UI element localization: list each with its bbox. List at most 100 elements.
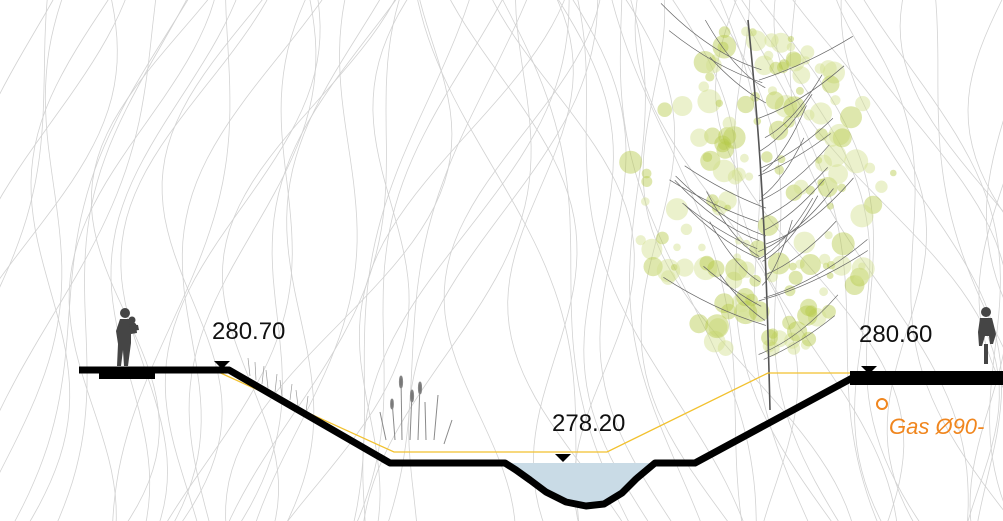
tree-branch xyxy=(759,144,830,202)
foliage xyxy=(783,96,806,118)
foliage xyxy=(817,178,825,186)
foliage xyxy=(786,42,796,52)
foliage xyxy=(734,300,758,325)
foliage xyxy=(785,51,802,67)
foliage xyxy=(831,255,852,276)
foliage xyxy=(680,223,693,235)
foliage xyxy=(675,258,694,277)
foliage xyxy=(787,35,795,43)
contour-line xyxy=(492,0,635,521)
foliage xyxy=(748,28,757,37)
foliage xyxy=(706,57,722,74)
foliage xyxy=(783,116,795,128)
foliage xyxy=(732,292,752,313)
tree-branch xyxy=(674,179,760,241)
gas-pipe-label: Gas Ø90- xyxy=(889,414,985,439)
foliage xyxy=(660,270,676,285)
contour-line xyxy=(733,0,878,521)
foliage xyxy=(698,81,710,92)
tree-branch xyxy=(703,266,762,307)
tree-branch xyxy=(760,137,805,198)
foliage xyxy=(697,89,722,114)
contour-line xyxy=(161,0,263,521)
contour-line xyxy=(715,0,905,521)
contour-line xyxy=(611,0,743,521)
foliage xyxy=(672,96,693,116)
excavation-line xyxy=(213,369,852,453)
contour-line xyxy=(188,0,317,521)
foliage xyxy=(793,231,816,254)
foliage xyxy=(822,262,830,270)
tree-branch xyxy=(758,94,813,153)
foliage xyxy=(706,194,719,207)
foliage xyxy=(764,33,779,48)
foliage xyxy=(787,342,801,355)
foliage xyxy=(725,258,748,281)
contour-line xyxy=(120,0,268,521)
foliage xyxy=(828,164,848,184)
contour-line xyxy=(408,0,599,521)
foliage xyxy=(792,66,811,85)
foliage xyxy=(855,96,871,112)
tree-branch xyxy=(758,65,845,119)
foliage xyxy=(832,128,852,148)
left-footing xyxy=(99,370,155,379)
tree-branch xyxy=(709,56,767,104)
foliage xyxy=(703,330,726,353)
foliage xyxy=(657,102,672,117)
foliage xyxy=(717,340,734,356)
contour-line xyxy=(572,0,672,521)
contour-line xyxy=(363,0,532,521)
tree-branch xyxy=(760,167,828,220)
contour-line xyxy=(0,0,118,279)
contour-line xyxy=(164,0,321,521)
foliage xyxy=(782,315,796,330)
contour-line xyxy=(91,0,209,521)
foliage xyxy=(711,54,719,62)
cyclist-icon xyxy=(978,307,996,364)
foliage xyxy=(853,275,863,284)
foliage xyxy=(831,232,855,256)
foliage xyxy=(670,264,678,271)
foliage xyxy=(875,180,888,193)
foliage xyxy=(641,168,652,179)
foliage xyxy=(840,106,862,129)
contour-line xyxy=(507,0,623,521)
tree-branch xyxy=(757,197,814,261)
foliage xyxy=(761,329,778,347)
tree-branch xyxy=(684,204,760,259)
contour-line xyxy=(255,0,358,521)
contour-line xyxy=(68,0,215,521)
foliage xyxy=(715,99,723,108)
foliage xyxy=(864,195,883,214)
contour-line xyxy=(760,0,920,521)
foliage xyxy=(725,271,743,289)
foliage xyxy=(722,116,737,131)
foliage xyxy=(641,176,653,187)
foliage xyxy=(823,144,847,168)
foliage xyxy=(850,204,874,228)
foliage xyxy=(768,120,789,141)
foliage xyxy=(766,270,778,283)
contour-line xyxy=(863,0,1003,502)
tree-branch xyxy=(684,165,767,209)
contour-line xyxy=(450,0,578,521)
foliage xyxy=(737,95,755,114)
foliage xyxy=(765,91,784,110)
contour-line xyxy=(0,0,126,200)
elevation-marker-icon xyxy=(555,454,571,462)
contour-line xyxy=(558,0,649,521)
foliage xyxy=(718,127,737,146)
foliage xyxy=(740,153,749,163)
foliage xyxy=(643,257,663,277)
foliage xyxy=(705,72,715,82)
foliage xyxy=(795,259,805,269)
tree-branch xyxy=(719,274,766,321)
foliage xyxy=(815,154,832,172)
tree-icon xyxy=(619,3,897,411)
foliage xyxy=(819,60,837,77)
foliage xyxy=(718,26,731,38)
contour-line xyxy=(840,0,1003,521)
